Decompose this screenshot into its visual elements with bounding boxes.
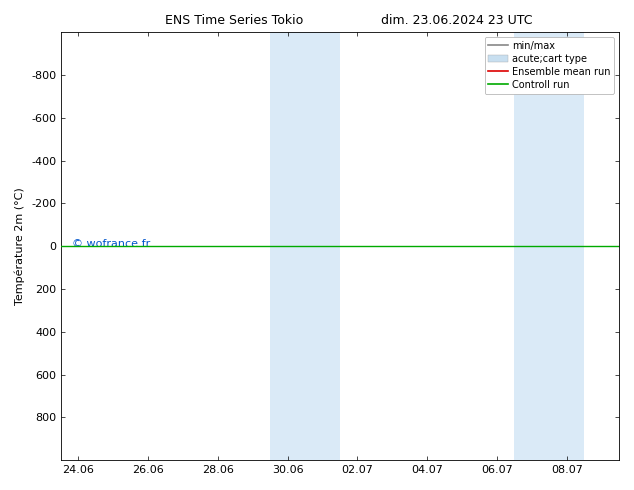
Bar <box>514 32 584 460</box>
Bar <box>270 32 340 460</box>
Text: © wofrance.fr: © wofrance.fr <box>72 239 150 249</box>
Text: dim. 23.06.2024 23 UTC: dim. 23.06.2024 23 UTC <box>381 14 532 27</box>
Text: ENS Time Series Tokio: ENS Time Series Tokio <box>165 14 304 27</box>
Legend: min/max, acute;cart type, Ensemble mean run, Controll run: min/max, acute;cart type, Ensemble mean … <box>484 37 614 94</box>
Y-axis label: Température 2m (°C): Température 2m (°C) <box>15 187 25 305</box>
